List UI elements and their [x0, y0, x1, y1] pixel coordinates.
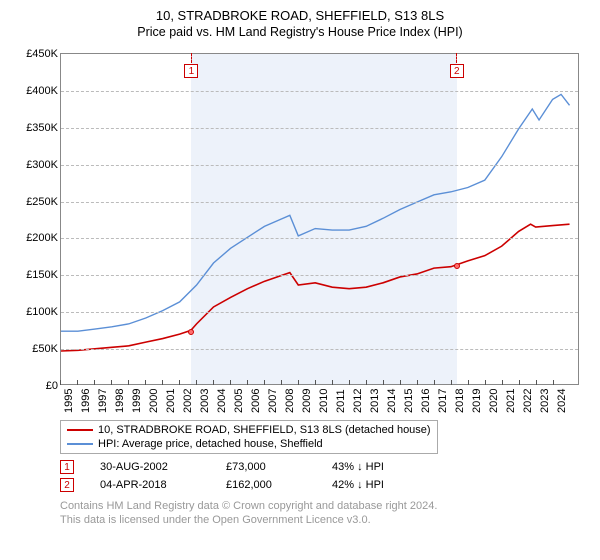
- x-axis-labels: 1995199619971998199920002001200220032004…: [60, 385, 579, 415]
- gridline-h: [61, 128, 578, 129]
- x-tick: [298, 380, 299, 385]
- x-tick: [196, 380, 197, 385]
- x-tick: [519, 380, 520, 385]
- x-tick: [230, 380, 231, 385]
- annotation-row: 1 30-AUG-2002 £73,000 43% ↓ HPI: [60, 458, 585, 476]
- x-tick: [485, 380, 486, 385]
- x-tick: [400, 380, 401, 385]
- y-tick-label: £200K: [13, 232, 58, 244]
- x-tick: [77, 380, 78, 385]
- legend-label: HPI: Average price, detached house, Shef…: [98, 438, 323, 450]
- x-tick: [247, 380, 248, 385]
- chart-area: £0 £50K £100K £150K £200K £250K £300K £350K £400…: [15, 45, 585, 415]
- annotation-table: 1 30-AUG-2002 £73,000 43% ↓ HPI 2 04-APR-2018…: [60, 458, 585, 494]
- footer-text: Contains HM Land Registry data © Crown c…: [60, 499, 585, 528]
- x-tick: [145, 380, 146, 385]
- x-tick: [264, 380, 265, 385]
- gridline-h: [61, 312, 578, 313]
- legend-label: 10, STRADBROKE ROAD, SHEFFIELD, S13 8LS …: [98, 424, 431, 436]
- y-tick-label: £300K: [13, 159, 58, 171]
- legend-swatch: [67, 443, 93, 445]
- x-tick: [434, 380, 435, 385]
- x-tick: [281, 380, 282, 385]
- annotation-stem: [456, 53, 457, 63]
- annotation-date: 30-AUG-2002: [100, 461, 200, 473]
- y-tick-label: £0: [13, 380, 58, 392]
- annotation-number-box: 2: [60, 478, 74, 492]
- annotation-price: £162,000: [226, 479, 306, 491]
- x-tick: [128, 380, 129, 385]
- y-tick-label: £100K: [13, 306, 58, 318]
- x-tick: [111, 380, 112, 385]
- y-tick-label: £350K: [13, 122, 58, 134]
- y-tick-label: £450K: [13, 48, 58, 60]
- x-tick: [60, 380, 61, 385]
- x-tick: [332, 380, 333, 385]
- x-tick: [94, 380, 95, 385]
- annotation-flag: 1: [184, 53, 198, 78]
- annotation-flag: 2: [450, 53, 464, 78]
- y-tick-label: £50K: [13, 343, 58, 355]
- annotation-number-box: 1: [60, 460, 74, 474]
- plot-region: £0£50K£100K£150K£200K£250K£300K£350K£400…: [60, 53, 579, 385]
- gridline-h: [61, 202, 578, 203]
- annotation-price: £73,000: [226, 461, 306, 473]
- footer-line2: This data is licensed under the Open Gov…: [60, 513, 585, 527]
- x-tick: [162, 380, 163, 385]
- x-tick: [417, 380, 418, 385]
- x-tick: [366, 380, 367, 385]
- x-tick: [502, 380, 503, 385]
- annotation-row: 2 04-APR-2018 £162,000 42% ↓ HPI: [60, 476, 585, 494]
- x-tick: [451, 380, 452, 385]
- annotation-number-box: 2: [450, 64, 464, 78]
- gridline-h: [61, 91, 578, 92]
- chart-title-line2: Price paid vs. HM Land Registry's House …: [15, 25, 585, 39]
- x-tick: [536, 380, 537, 385]
- gridline-h: [61, 165, 578, 166]
- y-tick-label: £150K: [13, 269, 58, 281]
- gridline-h: [61, 238, 578, 239]
- legend-item: HPI: Average price, detached house, Shef…: [67, 437, 431, 451]
- chart-legend: 10, STRADBROKE ROAD, SHEFFIELD, S13 8LS …: [60, 420, 438, 454]
- annotation-stem: [191, 53, 192, 63]
- annotation-number-box: 1: [184, 64, 198, 78]
- x-tick: [468, 380, 469, 385]
- series-svg: [61, 54, 578, 384]
- series-hpi: [61, 94, 570, 331]
- x-tick: [553, 380, 554, 385]
- series-price_paid: [61, 224, 570, 351]
- annotation-pct: 42% ↓ HPI: [332, 479, 384, 491]
- x-tick: [315, 380, 316, 385]
- annotation-pct: 43% ↓ HPI: [332, 461, 384, 473]
- y-tick-label: £250K: [13, 196, 58, 208]
- x-tick: [179, 380, 180, 385]
- gridline-h: [61, 275, 578, 276]
- legend-swatch: [67, 429, 93, 431]
- gridline-h: [61, 349, 578, 350]
- footer-line1: Contains HM Land Registry data © Crown c…: [60, 499, 585, 513]
- x-tick: [383, 380, 384, 385]
- sale-marker: [188, 329, 194, 335]
- y-tick-label: £400K: [13, 85, 58, 97]
- annotation-date: 04-APR-2018: [100, 479, 200, 491]
- x-tick: [213, 380, 214, 385]
- x-tick: [349, 380, 350, 385]
- chart-title-line1: 10, STRADBROKE ROAD, SHEFFIELD, S13 8LS: [15, 8, 585, 23]
- sale-marker: [454, 263, 460, 269]
- legend-item: 10, STRADBROKE ROAD, SHEFFIELD, S13 8LS …: [67, 423, 431, 437]
